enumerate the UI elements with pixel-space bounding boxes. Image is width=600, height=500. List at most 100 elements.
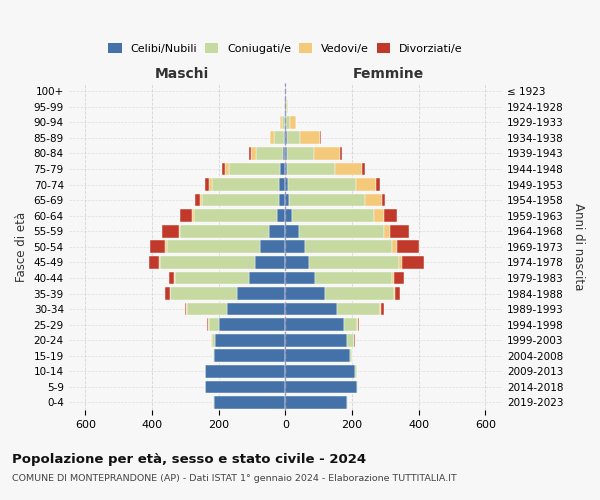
Bar [211, 334, 212, 346]
Bar [288, 178, 356, 191]
Bar [205, 178, 209, 191]
Bar [286, 365, 355, 378]
Bar [167, 240, 260, 253]
Bar [287, 162, 335, 175]
Bar [356, 178, 376, 191]
Bar [325, 287, 394, 300]
Bar [212, 334, 215, 346]
Bar [286, 380, 357, 394]
Bar [286, 302, 337, 316]
Bar [250, 147, 251, 160]
Bar [205, 380, 286, 394]
Bar [286, 116, 290, 128]
Bar [374, 210, 384, 222]
Bar [394, 287, 395, 300]
Bar [212, 178, 278, 191]
Bar [292, 210, 374, 222]
Bar [287, 147, 314, 160]
Bar [202, 194, 278, 206]
Bar [256, 256, 286, 269]
Bar [164, 287, 170, 300]
Bar [277, 210, 286, 222]
Bar [286, 318, 344, 331]
Bar [380, 302, 381, 316]
Text: COMUNE DI MONTEPRANDONE (AP) - Dati ISTAT 1° gennaio 2024 - Elaborazione TUTTITA: COMUNE DI MONTEPRANDONE (AP) - Dati ISTA… [12, 474, 457, 483]
Bar [391, 225, 409, 237]
Bar [213, 396, 214, 409]
Bar [278, 194, 286, 206]
Bar [256, 147, 283, 160]
Bar [314, 147, 340, 160]
Bar [218, 318, 286, 331]
Bar [392, 240, 397, 253]
Bar [175, 272, 248, 284]
Bar [286, 178, 288, 191]
Bar [286, 162, 287, 175]
Bar [237, 287, 286, 300]
Bar [200, 194, 202, 206]
Bar [169, 272, 175, 284]
Bar [282, 116, 284, 128]
Bar [227, 302, 286, 316]
Bar [335, 162, 362, 175]
Bar [397, 240, 419, 253]
Bar [347, 334, 354, 346]
Bar [196, 194, 200, 206]
Bar [299, 225, 384, 237]
Bar [208, 318, 209, 331]
Bar [278, 178, 286, 191]
Bar [283, 147, 286, 160]
Bar [316, 272, 392, 284]
Bar [286, 334, 347, 346]
Bar [284, 132, 286, 144]
Bar [381, 302, 385, 316]
Bar [185, 302, 187, 316]
Bar [305, 240, 392, 253]
Bar [213, 350, 214, 362]
Bar [358, 318, 359, 331]
Bar [357, 318, 358, 331]
Bar [286, 225, 299, 237]
Bar [280, 162, 286, 175]
Bar [344, 318, 357, 331]
Bar [286, 240, 305, 253]
Bar [382, 194, 385, 206]
Bar [286, 100, 287, 113]
Bar [160, 256, 256, 269]
Bar [286, 350, 350, 362]
Bar [290, 116, 296, 128]
Bar [402, 256, 424, 269]
Bar [229, 162, 280, 175]
Bar [166, 240, 167, 253]
Legend: Celibi/Nubili, Coniugati/e, Vedovi/e, Divorziati/e: Celibi/Nubili, Coniugati/e, Vedovi/e, Di… [108, 43, 463, 54]
Bar [286, 256, 308, 269]
Bar [286, 287, 325, 300]
Text: Femmine: Femmine [353, 67, 424, 81]
Bar [287, 132, 301, 144]
Bar [170, 287, 237, 300]
Bar [394, 272, 404, 284]
Bar [162, 225, 179, 237]
Bar [209, 178, 212, 191]
Bar [251, 147, 256, 160]
Bar [392, 272, 394, 284]
Bar [151, 240, 166, 253]
Bar [192, 210, 194, 222]
Bar [284, 116, 286, 128]
Bar [376, 178, 380, 191]
Bar [280, 116, 282, 128]
Bar [301, 132, 320, 144]
Bar [181, 225, 269, 237]
Bar [215, 334, 286, 346]
Bar [357, 380, 358, 394]
Bar [286, 272, 316, 284]
Text: Popolazione per età, sesso e stato civile - 2024: Popolazione per età, sesso e stato civil… [12, 452, 366, 466]
Bar [271, 132, 274, 144]
Bar [158, 256, 160, 269]
Bar [286, 210, 292, 222]
Bar [179, 225, 181, 237]
Bar [399, 256, 402, 269]
Bar [362, 162, 365, 175]
Bar [205, 365, 286, 378]
Bar [284, 100, 285, 113]
